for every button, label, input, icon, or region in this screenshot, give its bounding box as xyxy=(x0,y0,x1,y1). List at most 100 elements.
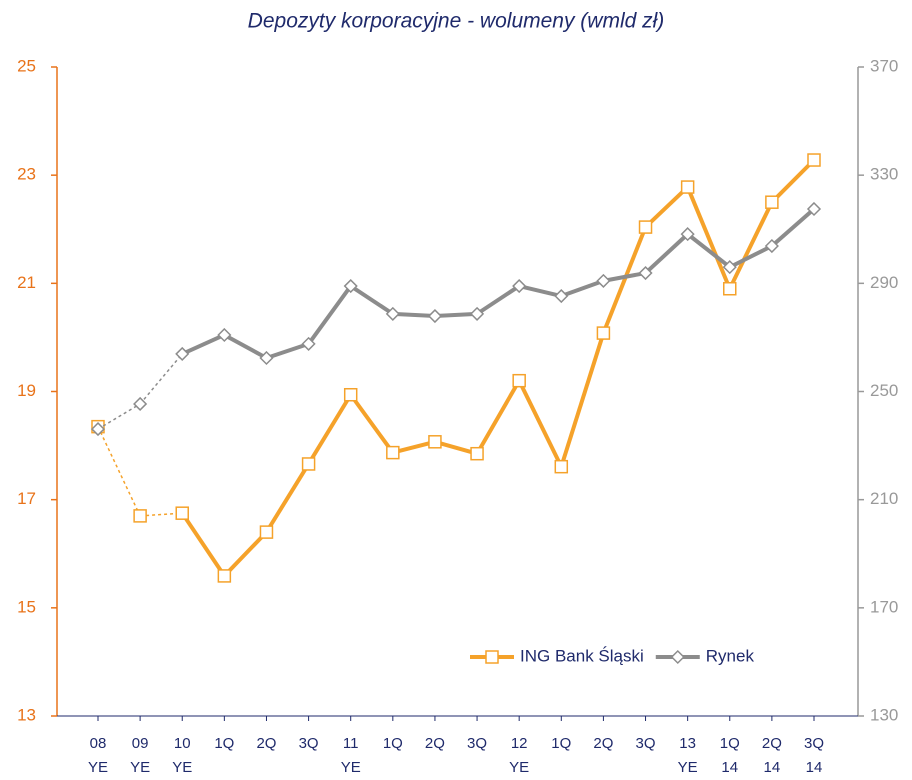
x-tick-label: 08 xyxy=(90,735,107,752)
line-segment xyxy=(770,207,816,248)
y2-tick-label: 330 xyxy=(870,165,898,184)
line-segment xyxy=(685,186,732,290)
y2-tick-label: 130 xyxy=(870,705,898,724)
line-segment xyxy=(601,226,648,334)
marker xyxy=(259,525,274,539)
x-tick-label: 1Q xyxy=(720,735,740,752)
x-tick-label: 12 xyxy=(511,735,528,752)
marker xyxy=(470,446,484,461)
legend-label: ING Bank Śląski xyxy=(520,646,644,665)
marker xyxy=(680,227,695,242)
line-segment xyxy=(728,244,773,269)
x-tick-label: YE xyxy=(172,759,192,775)
marker xyxy=(301,457,316,471)
x-tick-label: YE xyxy=(341,759,361,775)
x-tick-label: 2Q xyxy=(593,735,613,752)
line-segment xyxy=(139,353,183,405)
marker xyxy=(485,650,499,664)
marker xyxy=(554,288,569,304)
x-tick-label: 3Q xyxy=(299,735,319,752)
marker xyxy=(428,435,442,449)
marker xyxy=(596,273,611,288)
line-segment xyxy=(517,379,564,468)
x-tick-label: YE xyxy=(678,759,698,775)
y-tick-label: 23 xyxy=(17,165,36,184)
line-segment xyxy=(392,311,436,319)
x-tick-label: 14 xyxy=(721,759,738,775)
marker xyxy=(554,459,569,474)
line-segment xyxy=(559,332,606,468)
marker xyxy=(469,306,485,321)
chart-title: Depozyty korporacyjne - wolumeny (wmld z… xyxy=(248,10,665,33)
line-segment xyxy=(223,333,268,360)
y2-tick-label: 170 xyxy=(870,597,898,616)
y-tick-label: 25 xyxy=(17,56,36,75)
y-tick-label: 15 xyxy=(17,597,36,616)
x-tick-label: 13 xyxy=(679,735,696,752)
marker xyxy=(217,327,232,343)
y-tick-label: 19 xyxy=(17,381,36,400)
x-tick-label: 1Q xyxy=(551,735,571,752)
x-tick-label: 11 xyxy=(343,735,359,752)
y-tick-label: 13 xyxy=(17,705,36,724)
x-tick-label: YE xyxy=(509,759,529,775)
line-segment xyxy=(475,284,521,316)
marker xyxy=(133,509,147,523)
x-tick-label: 2Q xyxy=(762,735,782,752)
y2-tick-label: 250 xyxy=(870,381,898,400)
marker xyxy=(638,265,653,281)
line-segment xyxy=(265,342,310,360)
x-tick-label: 3Q xyxy=(467,735,487,752)
line-segment xyxy=(434,311,478,319)
marker xyxy=(386,445,400,460)
line-segment xyxy=(770,158,816,204)
marker xyxy=(723,281,737,296)
line-segment xyxy=(349,284,394,316)
marker xyxy=(343,278,358,294)
line-segment xyxy=(518,284,562,298)
line-segment xyxy=(180,512,227,578)
line-segment xyxy=(560,279,605,298)
x-tick-label: 2Q xyxy=(425,735,445,752)
line-segment xyxy=(97,426,141,517)
x-tick-label: 2Q xyxy=(256,735,276,752)
line-segment xyxy=(644,232,690,275)
x-tick-label: 3Q xyxy=(804,735,824,752)
y2-tick-label: 370 xyxy=(870,56,898,75)
line-segment xyxy=(97,403,141,430)
marker xyxy=(512,278,527,294)
line-segment xyxy=(475,379,521,455)
x-tick-label: YE xyxy=(88,759,108,775)
marker xyxy=(806,201,822,217)
marker xyxy=(175,506,189,520)
marker xyxy=(765,195,779,209)
marker xyxy=(90,422,106,437)
marker xyxy=(259,350,274,366)
line-segment xyxy=(644,185,690,229)
marker xyxy=(427,308,443,324)
line-segment xyxy=(181,333,226,356)
line-segment xyxy=(603,271,646,283)
line-segment xyxy=(222,530,268,578)
y-tick-label: 21 xyxy=(17,273,36,292)
marker xyxy=(670,649,685,665)
marker xyxy=(385,306,400,321)
line-segment xyxy=(264,462,311,534)
marker xyxy=(512,373,526,388)
line-segment xyxy=(392,439,436,455)
x-tick-label: 14 xyxy=(806,759,823,775)
marker xyxy=(722,260,737,275)
marker xyxy=(175,346,190,361)
marker xyxy=(764,238,779,254)
marker xyxy=(133,396,148,411)
x-tick-label: 3Q xyxy=(636,735,656,752)
line-segment xyxy=(434,439,478,456)
x-tick-label: 09 xyxy=(132,735,149,752)
x-tick-label: 1Q xyxy=(383,735,403,752)
y-tick-label: 17 xyxy=(17,489,36,508)
y2-tick-label: 290 xyxy=(870,273,898,292)
marker xyxy=(680,180,695,194)
marker xyxy=(596,326,611,340)
marker xyxy=(343,387,358,402)
